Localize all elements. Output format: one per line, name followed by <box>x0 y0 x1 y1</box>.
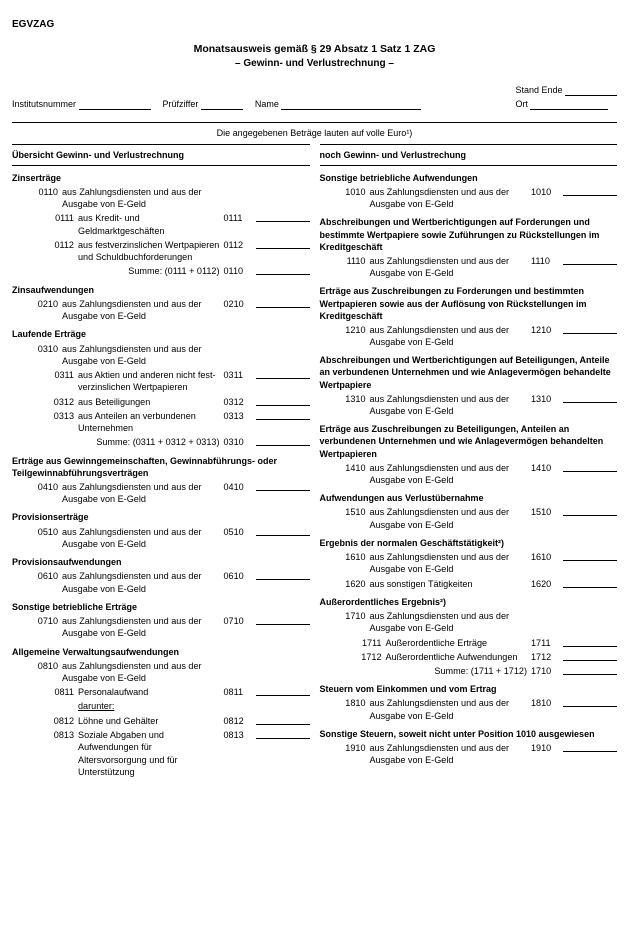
item-1210: 1210aus Zahlungsdiensten und aus der Aus… <box>320 324 618 349</box>
section-sonstige-aufwendungen: Sonstige betriebliche Aufwendungen <box>320 172 618 184</box>
item-1310: 1310aus Zahlungsdiensten und aus der Aus… <box>320 393 618 418</box>
input-0110[interactable] <box>256 265 310 275</box>
section-provisionsertraege: Provisionserträge <box>12 511 310 523</box>
label-stand: Stand Ende <box>515 85 562 95</box>
input-1510[interactable] <box>563 506 617 516</box>
item-1810: 1810aus Zahlungsdiensten und aus der Aus… <box>320 697 618 722</box>
input-0112[interactable] <box>256 239 310 249</box>
input-0811[interactable] <box>256 686 310 696</box>
section-steuern-einkommen: Steuern vom Einkommen und vom Ertrag <box>320 683 618 695</box>
input-0111[interactable] <box>256 212 310 222</box>
input-0311[interactable] <box>256 369 310 379</box>
section-ertraege-zuschreibungen-forderungen: Erträge aus Zuschreibungen zu Forde­rung… <box>320 285 618 321</box>
item-0813: 0813Soziale Abgaben und Aufwendungen für… <box>12 729 310 778</box>
section-zinsertraege: Zinserträge <box>12 172 310 184</box>
item-1711: 1711Außerordentliche Erträge1711 <box>320 637 618 649</box>
sum-0310: Summe: (0311 + 0312 + 0313)0310 <box>12 436 310 448</box>
section-provisionsaufwendungen: Provisionsaufwendungen <box>12 556 310 568</box>
section-abschreibungen-forderungen: Abschreibungen und Wertberichtigun­gen a… <box>320 216 618 252</box>
input-1620[interactable] <box>563 578 617 588</box>
section-verwaltungsaufwendungen: Allgemeine Verwaltungsaufwendungen <box>12 646 310 658</box>
item-1010: 1010aus Zahlungsdiensten und aus der Aus… <box>320 186 618 211</box>
label-prf: Prüfziffer <box>163 99 199 109</box>
left-header: Übersicht Gewinn- und Verlustrechnung <box>12 144 310 166</box>
item-0110: 0110aus Zahlungsdiensten und aus der Aus… <box>12 186 310 211</box>
header-fields: Institutsnummer Prüfziffer Name Stand En… <box>12 84 617 110</box>
input-1710[interactable] <box>563 665 617 675</box>
sum-0110: Summe: (0111 + 0112)0110 <box>12 265 310 277</box>
section-ergebnis-normal: Ergebnis der normalen Geschäfts­tätigkei… <box>320 537 618 549</box>
item-1710: 1710aus Zahlungsdiensten und aus der Aus… <box>320 610 618 635</box>
input-0310[interactable] <box>256 436 310 446</box>
section-ausserordentlich: Außerordentliches Ergebnis²) <box>320 596 618 608</box>
field-name[interactable] <box>281 100 421 110</box>
section-zinsaufwendungen: Zinsaufwendungen <box>12 284 310 296</box>
item-1712: 1712Außerordentliche Aufwendungen1712 <box>320 651 618 663</box>
item-0610: 0610aus Zahlungsdiensten und aus der Aus… <box>12 570 310 595</box>
field-inst[interactable] <box>79 100 151 110</box>
item-0710: 0710aus Zahlungsdiensten und aus der Aus… <box>12 615 310 640</box>
item-0510: 0510aus Zahlungsdiensten und aus der Aus… <box>12 526 310 551</box>
input-1110[interactable] <box>563 255 617 265</box>
section-ertraege-zuschreibungen-beteiligungen: Erträge aus Zuschreibungen zu Betei­ligu… <box>320 423 618 459</box>
input-0410[interactable] <box>256 481 310 491</box>
item-1610: 1610aus Zahlungsdiensten und aus der Aus… <box>320 551 618 576</box>
input-1910[interactable] <box>563 742 617 752</box>
item-0810: 0810aus Zahlungsdiensten und aus der Aus… <box>12 660 310 685</box>
input-1610[interactable] <box>563 551 617 561</box>
input-1310[interactable] <box>563 393 617 403</box>
label-name: Name <box>255 99 279 109</box>
item-0811: 0811Personalaufwand0811 <box>12 686 310 698</box>
item-0311: 0311aus Aktien und anderen nicht fest­ve… <box>12 369 310 394</box>
darunter-label: darunter: <box>12 700 310 712</box>
section-verlustuebernahme: Aufwendungen aus Verlustübernahme <box>320 492 618 504</box>
input-0510[interactable] <box>256 526 310 536</box>
section-laufende-ertraege: Laufende Erträge <box>12 328 310 340</box>
left-column: Übersicht Gewinn- und Verlustrechnung Zi… <box>12 144 310 780</box>
right-header: noch Gewinn- und Verlustrechung <box>320 144 618 166</box>
item-0812: 0812Löhne und Gehälter0812 <box>12 715 310 727</box>
field-prf[interactable] <box>201 100 243 110</box>
section-sonstige-ertraege: Sonstige betriebliche Erträge <box>12 601 310 613</box>
item-0312: 0312aus Beteiligungen0312 <box>12 396 310 408</box>
input-1810[interactable] <box>563 697 617 707</box>
label-ort: Ort <box>515 99 528 109</box>
item-0313: 0313aus Anteilen an verbundenen Unterneh… <box>12 410 310 435</box>
section-ertraege-gewinngem: Erträge aus Gewinngemeinschaften, Gewinn… <box>12 455 310 479</box>
input-0313[interactable] <box>256 410 310 420</box>
input-0812[interactable] <box>256 715 310 725</box>
doc-code: EGVZAG <box>12 18 617 32</box>
input-0610[interactable] <box>256 570 310 580</box>
item-0310: 0310aus Zahlungsdiensten und aus der Aus… <box>12 343 310 368</box>
input-0813[interactable] <box>256 729 310 739</box>
label-inst: Institutsnummer <box>12 99 76 109</box>
input-1410[interactable] <box>563 462 617 472</box>
input-1711[interactable] <box>563 637 617 647</box>
item-0112: 0112aus festverzinslichen Wertpapieren u… <box>12 239 310 264</box>
item-1620: 1620aus sonstigen Tätigkeiten1620 <box>320 578 618 590</box>
section-sonstige-steuern: Sonstige Steuern, soweit nicht unter Pos… <box>320 728 618 740</box>
input-0710[interactable] <box>256 615 310 625</box>
input-1210[interactable] <box>563 324 617 334</box>
item-1110: 1110aus Zahlungsdiensten und aus der Aus… <box>320 255 618 280</box>
divider <box>12 122 617 123</box>
field-ort[interactable] <box>530 100 608 110</box>
euro-note: Die angegebenen Beträge lauten auf volle… <box>12 127 617 139</box>
title: Monatsausweis gemäß § 29 Absatz 1 Satz 1… <box>12 42 617 56</box>
input-0312[interactable] <box>256 396 310 406</box>
input-0210[interactable] <box>256 298 310 308</box>
item-0210: 0210aus Zahlungsdiensten und aus der Aus… <box>12 298 310 323</box>
section-abschreibungen-beteiligungen: Abschreibungen und Wertberichtigun­gen a… <box>320 354 618 390</box>
field-stand[interactable] <box>565 86 617 96</box>
item-1510: 1510aus Zahlungsdiensten und aus der Aus… <box>320 506 618 531</box>
item-0410: 0410aus Zahlungsdiensten und aus der Aus… <box>12 481 310 506</box>
item-1410: 1410aus Zahlungsdiensten und aus der Aus… <box>320 462 618 487</box>
item-0111: 0111aus Kredit- und Geldmarktgeschäften0… <box>12 212 310 237</box>
right-column: noch Gewinn- und Verlustrechung Sonstige… <box>320 144 618 780</box>
input-1010[interactable] <box>563 186 617 196</box>
input-1712[interactable] <box>563 651 617 661</box>
subtitle: – Gewinn- und Verlustrechnung – <box>12 57 617 71</box>
item-1910: 1910aus Zahlungsdiensten und aus der Aus… <box>320 742 618 767</box>
sum-1710: Summe: (1711 + 1712)1710 <box>320 665 618 677</box>
